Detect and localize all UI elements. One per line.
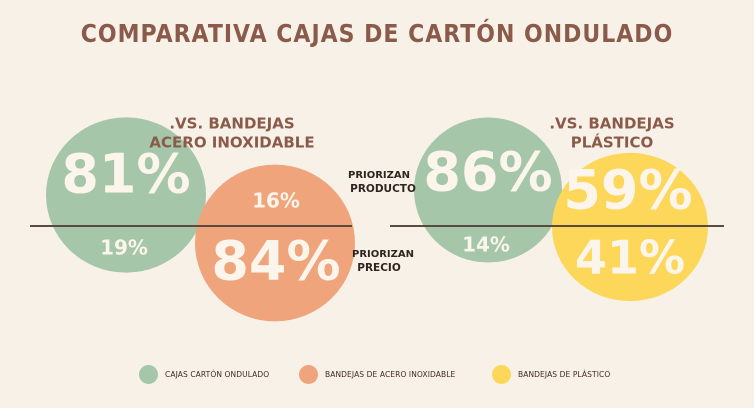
legend-item-acero: BANDEJAS DE ACERO INOXIDABLE — [299, 365, 455, 384]
value-label: 14% — [462, 233, 510, 257]
bubble-acero — [195, 164, 355, 322]
group-title-line: ACERO INOXIDABLE — [149, 134, 314, 152]
legend-swatch-plastico — [492, 365, 511, 384]
value-label: 19% — [100, 236, 148, 260]
legend-item-carton: CAJAS CARTÓN ONDULADO — [139, 365, 269, 384]
group-title-line: .VS. BANDEJAS — [169, 115, 294, 133]
value-label: 84% — [211, 230, 340, 293]
bubble-carton — [46, 117, 206, 273]
value-label: 86% — [423, 141, 552, 204]
legend-label-acero: BANDEJAS DE ACERO INOXIDABLE — [325, 370, 456, 379]
value-label: 59% — [563, 159, 692, 222]
value-label: 16% — [252, 189, 300, 213]
group-title-line: PLÁSTICO — [571, 133, 654, 152]
legend-label-carton: CAJAS CARTÓN ONDULADO — [165, 370, 270, 379]
group-title-line: .VS. BANDEJAS — [549, 115, 674, 133]
center-label-producto: PRODUCTO — [350, 183, 416, 195]
legend-item-plastico: BANDEJAS DE PLÁSTICO — [492, 365, 610, 384]
legend-swatch-carton — [139, 365, 158, 384]
center-label-precio: PRECIO — [357, 262, 401, 274]
legend: CAJAS CARTÓN ONDULADO BANDEJAS DE ACERO … — [0, 365, 754, 385]
page-title: COMPARATIVA CAJAS DE CARTÓN ONDULADO — [80, 20, 674, 49]
center-label-precio: PRIORIZAN — [352, 249, 414, 260]
value-label: 81% — [61, 143, 190, 206]
center-label-producto: PRIORIZAN — [348, 170, 410, 181]
legend-swatch-acero — [299, 365, 318, 384]
legend-label-plastico: BANDEJAS DE PLÁSTICO — [518, 370, 611, 379]
value-label: 41% — [575, 231, 685, 285]
